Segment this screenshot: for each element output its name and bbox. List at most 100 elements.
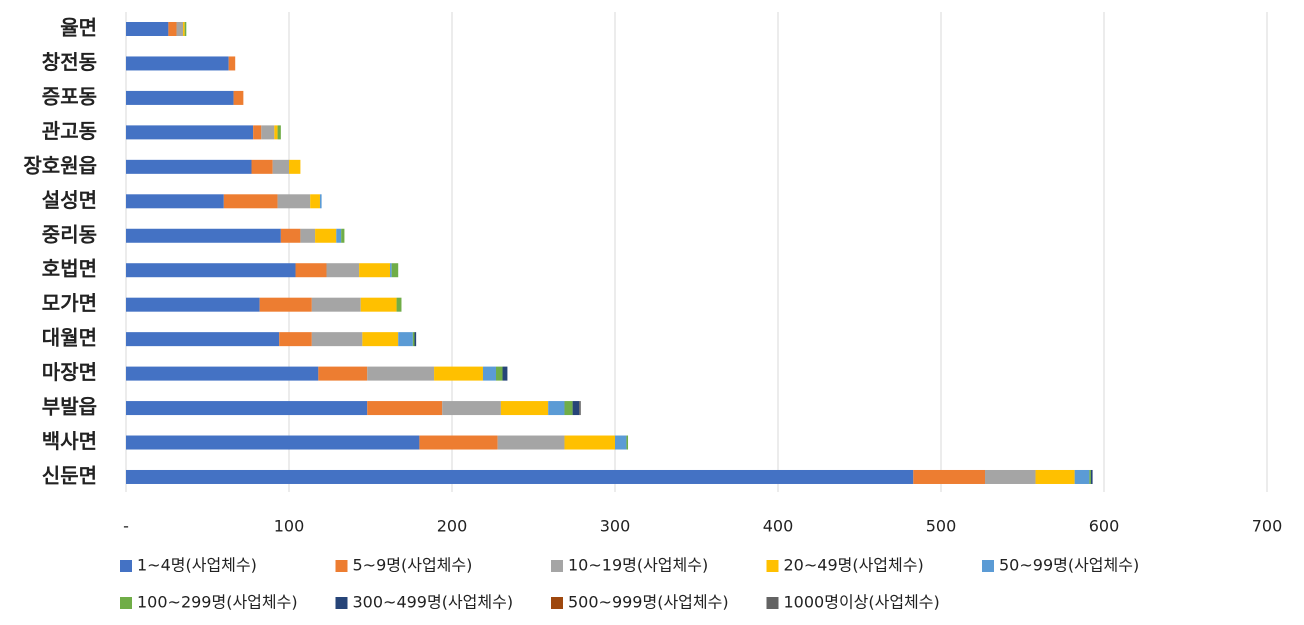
legend-label: 300~499명(사업체수) bbox=[353, 593, 514, 612]
legend-marker bbox=[982, 560, 994, 572]
bar-segment bbox=[1035, 469, 1075, 484]
bar-segment bbox=[360, 297, 397, 312]
bar-segment bbox=[233, 90, 244, 105]
bar-segment bbox=[412, 332, 415, 347]
bar-segment bbox=[319, 194, 322, 209]
bar-segment bbox=[1074, 469, 1090, 484]
legend-marker bbox=[120, 560, 132, 572]
bar-segment bbox=[253, 125, 262, 140]
bar-segment bbox=[367, 366, 435, 381]
bar-segment bbox=[311, 332, 363, 347]
x-tick-label: 400 bbox=[763, 517, 794, 536]
bar-segment bbox=[295, 263, 327, 278]
bar-segment bbox=[126, 263, 296, 278]
bar-segment bbox=[168, 22, 177, 36]
bar-segment bbox=[442, 401, 501, 416]
bar-segment bbox=[176, 22, 184, 36]
bar-segment bbox=[261, 125, 275, 140]
category-label: 관고동 bbox=[42, 119, 97, 143]
legend-marker bbox=[766, 560, 779, 572]
bar-segment bbox=[126, 159, 252, 174]
bar-segment bbox=[126, 435, 420, 450]
category-label: 증포동 bbox=[42, 84, 97, 108]
bar-segment bbox=[126, 194, 224, 209]
bar-segment bbox=[272, 159, 289, 174]
bar-segment bbox=[126, 332, 280, 347]
bar-segment bbox=[564, 435, 615, 450]
bar-segment bbox=[310, 194, 320, 209]
bar-segment bbox=[572, 401, 580, 416]
bar-segment bbox=[359, 263, 391, 278]
category-label: 장호원읍 bbox=[23, 153, 97, 177]
bar-segment bbox=[126, 90, 234, 105]
bar-segment bbox=[259, 297, 312, 312]
bar-segment bbox=[183, 22, 185, 36]
bar-segment bbox=[391, 263, 399, 278]
bar-segment bbox=[367, 401, 443, 416]
legend-marker bbox=[551, 597, 563, 609]
bar-segment bbox=[500, 401, 549, 416]
bar-segment bbox=[315, 228, 337, 243]
bar-segment bbox=[396, 297, 402, 312]
category-label: 창전동 bbox=[42, 50, 97, 74]
bar-segment bbox=[985, 469, 1036, 484]
category-label: 율면 bbox=[60, 16, 97, 40]
legend-label: 10~19명(사업체수) bbox=[568, 556, 708, 575]
bar-segment bbox=[318, 366, 368, 381]
x-tick-label: 300 bbox=[600, 517, 631, 536]
bar-segment bbox=[274, 125, 278, 140]
bar-segment bbox=[126, 125, 254, 140]
x-tick-label: 700 bbox=[1252, 517, 1283, 536]
legend-marker bbox=[766, 597, 779, 609]
bar-segment bbox=[626, 435, 629, 450]
legend-marker bbox=[551, 560, 563, 572]
legend-label: 50~99명(사업체수) bbox=[999, 556, 1139, 575]
bar-segment bbox=[1090, 469, 1093, 484]
bar-segment bbox=[280, 228, 301, 243]
legend-label: 500~999명(사업체수) bbox=[568, 593, 729, 612]
x-tick-label: 200 bbox=[437, 517, 468, 536]
category-label: 부발읍 bbox=[42, 395, 97, 419]
bar-segment bbox=[341, 228, 345, 243]
category-label: 마장면 bbox=[42, 360, 97, 384]
bar-segment bbox=[289, 159, 301, 174]
bar-segment bbox=[251, 159, 273, 174]
category-label: 호법면 bbox=[42, 257, 97, 281]
category-label: 대월면 bbox=[42, 326, 97, 350]
bar-segment bbox=[277, 125, 281, 140]
x-tick-label: 500 bbox=[926, 517, 957, 536]
bar-segment bbox=[398, 332, 413, 347]
bar-segment bbox=[564, 401, 573, 416]
bar-segment bbox=[300, 228, 316, 243]
bar-segment bbox=[1089, 469, 1091, 484]
bar-segment bbox=[184, 22, 187, 36]
bar-segment bbox=[228, 56, 236, 71]
bar-segment bbox=[482, 366, 497, 381]
legend-marker bbox=[120, 597, 132, 609]
bar-segment bbox=[579, 401, 581, 416]
legend-label: 20~49명(사업체수) bbox=[784, 556, 924, 575]
bar-segment bbox=[126, 228, 281, 243]
category-label: 백사면 bbox=[42, 429, 97, 453]
legend-label: 5~9명(사업체수) bbox=[353, 556, 473, 575]
bar-segment bbox=[414, 332, 417, 347]
bar-segment bbox=[434, 366, 483, 381]
bar-segment bbox=[362, 332, 399, 347]
bar-segment bbox=[126, 297, 260, 312]
bar-segment bbox=[326, 263, 360, 278]
bar-segment bbox=[615, 435, 627, 450]
legend-label: 1~4명(사업체수) bbox=[137, 556, 257, 575]
bar-segment bbox=[126, 401, 368, 416]
x-tick-label: 100 bbox=[274, 517, 305, 536]
bar-segment bbox=[311, 297, 361, 312]
bar-segment bbox=[126, 366, 319, 381]
bar-segment bbox=[419, 435, 498, 450]
bar-segment bbox=[390, 263, 392, 278]
bar-segment bbox=[336, 228, 342, 243]
legend-marker bbox=[335, 560, 348, 572]
category-label: 모가면 bbox=[42, 291, 97, 315]
bar-segment bbox=[126, 56, 229, 71]
bar-segment bbox=[496, 366, 503, 381]
bar-segment bbox=[502, 366, 508, 381]
category-label: 중리동 bbox=[42, 222, 97, 246]
